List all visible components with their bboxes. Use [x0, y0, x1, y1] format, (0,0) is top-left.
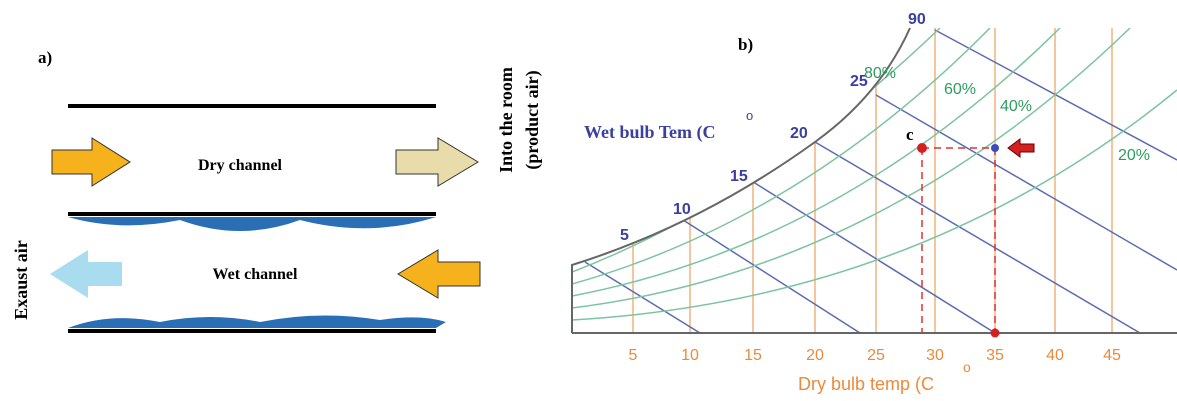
wet-bulb-tick: 10 — [673, 201, 691, 218]
state-point — [991, 144, 999, 152]
x-tick-label: 5 — [629, 347, 638, 364]
wet-bulb-title: Wet bulb Tem (C — [584, 122, 716, 143]
rh-label: 40% — [1000, 98, 1032, 115]
dry-channel-label: Dry channel — [198, 157, 283, 174]
rh-curve — [572, 28, 1060, 296]
panel-label: b) — [738, 35, 753, 54]
figure: a) Dry channel Wet channel Into the room… — [0, 0, 1177, 401]
point-label: c — [906, 125, 914, 144]
panel-label: a) — [38, 48, 52, 67]
wet-bulb-line — [815, 142, 1140, 333]
unit: o — [746, 108, 753, 123]
x-tick-label: 40 — [1046, 347, 1064, 364]
state-point — [917, 143, 927, 153]
rh-label: 20% — [1118, 147, 1150, 164]
x-tick-label: 20 — [806, 347, 824, 364]
water-film — [68, 217, 436, 231]
panel-a: a) Dry channel Wet channel Into the room… — [11, 48, 543, 331]
x-tick-label: 25 — [867, 347, 885, 364]
x-tick-label: 35 — [986, 347, 1004, 364]
x-tick-label: 30 — [926, 347, 944, 364]
wet-bulb-tick: 15 — [730, 168, 748, 185]
unit: o — [963, 359, 971, 375]
wet-bulb-line — [585, 262, 700, 333]
exhaust-label: Exaust air — [11, 240, 31, 320]
outlet-label: Into the room — [496, 67, 516, 173]
rh-curve — [572, 28, 1130, 308]
x-tick-label: 10 — [681, 347, 699, 364]
arrow — [50, 250, 122, 298]
wet-channel-label: Wet channel — [213, 266, 298, 283]
arrow — [398, 250, 480, 298]
state-point — [991, 329, 1000, 338]
panel-b: b) — [572, 11, 1177, 394]
arrow — [396, 138, 478, 186]
arrow — [52, 138, 130, 186]
x-axis-title: Dry bulb temp (C — [798, 374, 934, 394]
wet-bulb-tick: 20 — [790, 125, 808, 142]
water-film — [68, 315, 446, 328]
wet-bulb-line — [750, 180, 995, 333]
x-tick-label: 15 — [744, 347, 762, 364]
page: {"panel_a": {"label": "a)", "dry_channel… — [0, 0, 1177, 401]
outlet-label: (product air) — [522, 70, 543, 169]
x-tick-label: 45 — [1103, 347, 1121, 364]
wet-bulb-tick: 90 — [908, 11, 926, 28]
rh-label: 60% — [944, 81, 976, 98]
rh-label: 80% — [864, 65, 896, 82]
pointer-arrow — [1008, 139, 1034, 157]
wet-bulb-tick: 5 — [620, 227, 629, 244]
